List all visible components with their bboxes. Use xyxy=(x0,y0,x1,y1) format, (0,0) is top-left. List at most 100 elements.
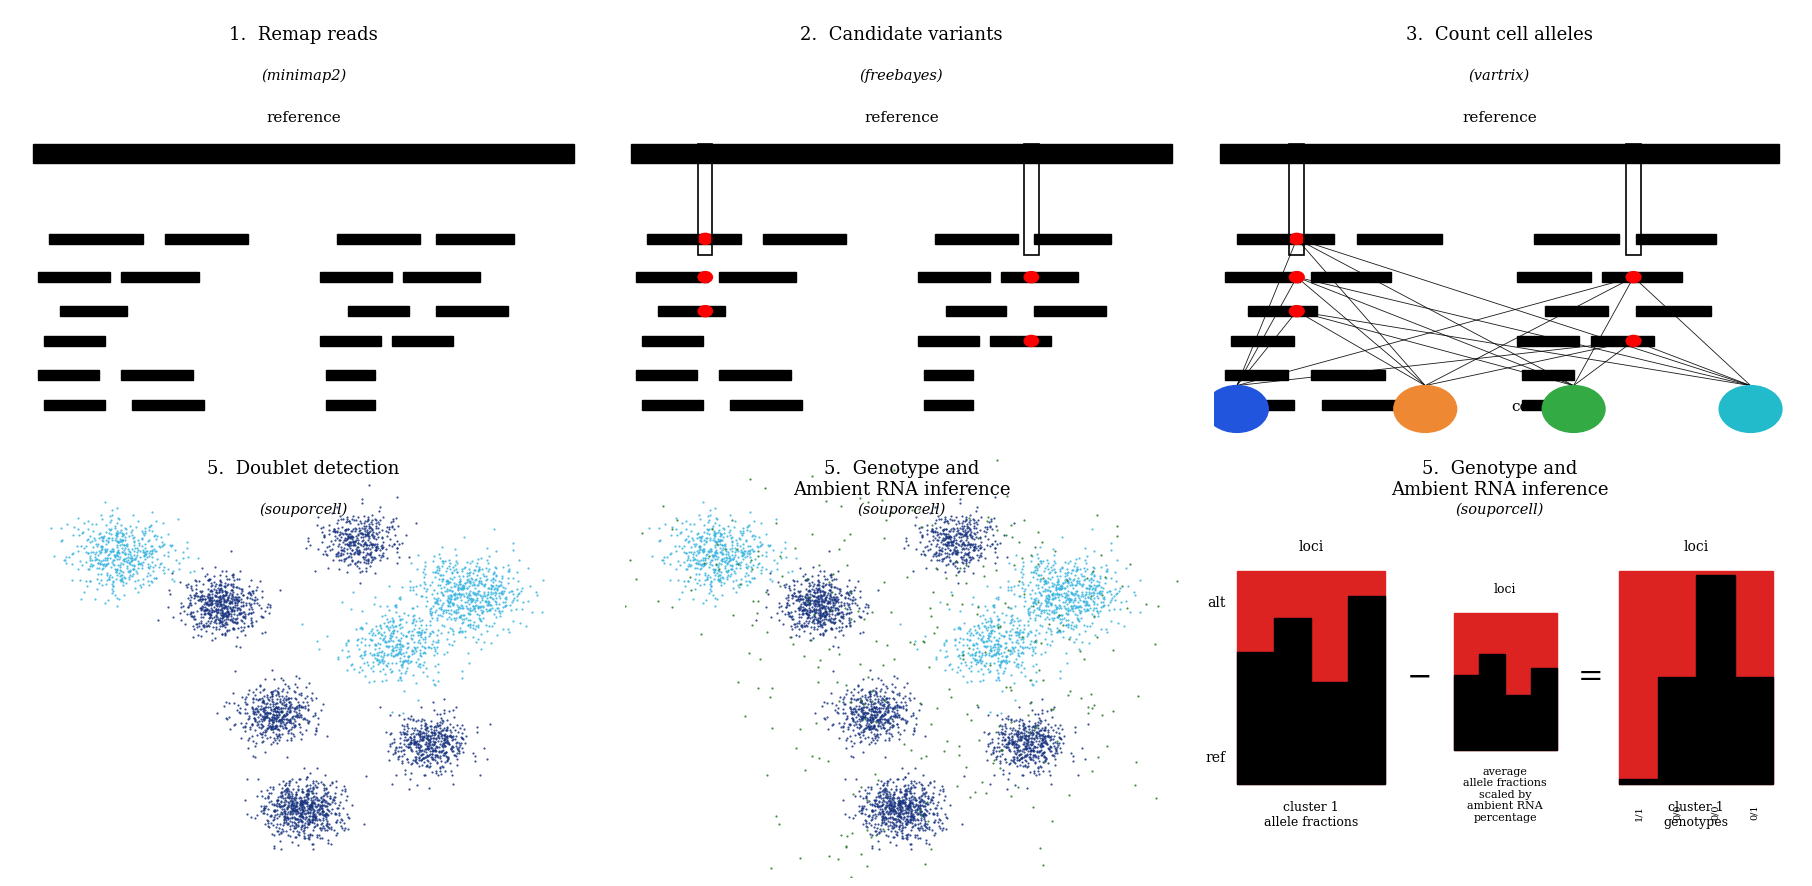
Point xyxy=(843,692,872,706)
Point xyxy=(402,676,431,690)
Point xyxy=(844,804,873,818)
Point xyxy=(1004,748,1033,762)
Point xyxy=(986,639,1015,653)
Point xyxy=(333,527,362,541)
Point xyxy=(1027,733,1056,747)
Point xyxy=(308,795,337,809)
Point xyxy=(288,794,317,808)
Point xyxy=(846,719,875,734)
Point xyxy=(1105,581,1134,595)
Point xyxy=(823,571,852,586)
Point xyxy=(1000,734,1029,749)
Point xyxy=(884,820,913,834)
Point xyxy=(968,648,997,662)
Point xyxy=(881,705,910,719)
Point xyxy=(219,607,248,621)
Point xyxy=(442,603,471,618)
Point xyxy=(375,614,404,628)
Point xyxy=(426,767,455,781)
Point xyxy=(1035,592,1064,606)
Point xyxy=(424,547,453,561)
Point xyxy=(989,629,1018,643)
Point xyxy=(926,813,955,828)
Point xyxy=(437,725,466,739)
Point xyxy=(718,563,747,577)
Point xyxy=(413,731,442,745)
Point xyxy=(689,551,718,565)
Point xyxy=(892,803,920,817)
Point xyxy=(1011,752,1040,766)
Point xyxy=(1047,581,1076,595)
Point xyxy=(370,629,399,643)
Point xyxy=(823,603,852,618)
Point xyxy=(823,602,852,616)
Point xyxy=(272,782,301,797)
Point xyxy=(859,733,888,747)
Point xyxy=(716,542,745,556)
Point xyxy=(272,812,301,826)
Point xyxy=(1100,565,1129,579)
Point xyxy=(1042,734,1071,748)
Point xyxy=(366,664,395,678)
Point xyxy=(1060,593,1089,607)
Point xyxy=(118,508,147,522)
Point xyxy=(199,604,228,618)
Point xyxy=(872,789,901,804)
Point xyxy=(962,645,991,659)
Point xyxy=(292,795,321,809)
Point xyxy=(1058,571,1087,586)
Point xyxy=(792,572,821,587)
Point xyxy=(975,642,1004,657)
Point xyxy=(406,625,435,639)
Point xyxy=(381,605,410,619)
Point xyxy=(284,813,313,828)
Point xyxy=(699,528,728,542)
Point xyxy=(446,571,475,586)
Point xyxy=(250,705,279,719)
Point xyxy=(1024,737,1053,751)
Point xyxy=(410,646,439,660)
Point xyxy=(482,595,511,609)
Point xyxy=(326,512,355,526)
Point xyxy=(832,586,861,600)
Point xyxy=(953,646,982,660)
Point xyxy=(408,728,437,742)
Point xyxy=(410,645,439,659)
Point xyxy=(214,606,243,620)
Point xyxy=(255,697,284,711)
Point xyxy=(739,544,768,558)
Point xyxy=(415,737,444,751)
Point xyxy=(257,720,286,734)
Text: 2.  Candidate variants: 2. Candidate variants xyxy=(801,27,1002,44)
Point xyxy=(390,655,419,669)
Point xyxy=(866,790,895,804)
Point xyxy=(739,514,768,528)
Point xyxy=(779,586,808,600)
Point xyxy=(428,727,457,742)
Point xyxy=(1051,646,1080,660)
Point xyxy=(411,717,440,731)
Point xyxy=(948,657,977,671)
Point xyxy=(674,556,703,571)
Point xyxy=(466,588,495,602)
Point xyxy=(1002,741,1031,755)
Point xyxy=(82,552,111,566)
Point xyxy=(198,605,226,619)
Point xyxy=(899,708,928,722)
Point xyxy=(1024,707,1053,721)
Point xyxy=(728,552,757,566)
Point xyxy=(1015,673,1044,688)
Point xyxy=(1089,590,1118,604)
Point xyxy=(786,618,815,633)
Point xyxy=(257,721,286,735)
Point xyxy=(663,554,692,568)
Point xyxy=(226,716,255,730)
Point xyxy=(736,553,765,567)
Point xyxy=(919,814,948,828)
Point xyxy=(346,546,375,560)
Point xyxy=(948,648,977,662)
Point xyxy=(210,587,239,602)
Point xyxy=(1015,741,1044,755)
Point xyxy=(1017,731,1046,745)
Point xyxy=(366,700,395,714)
